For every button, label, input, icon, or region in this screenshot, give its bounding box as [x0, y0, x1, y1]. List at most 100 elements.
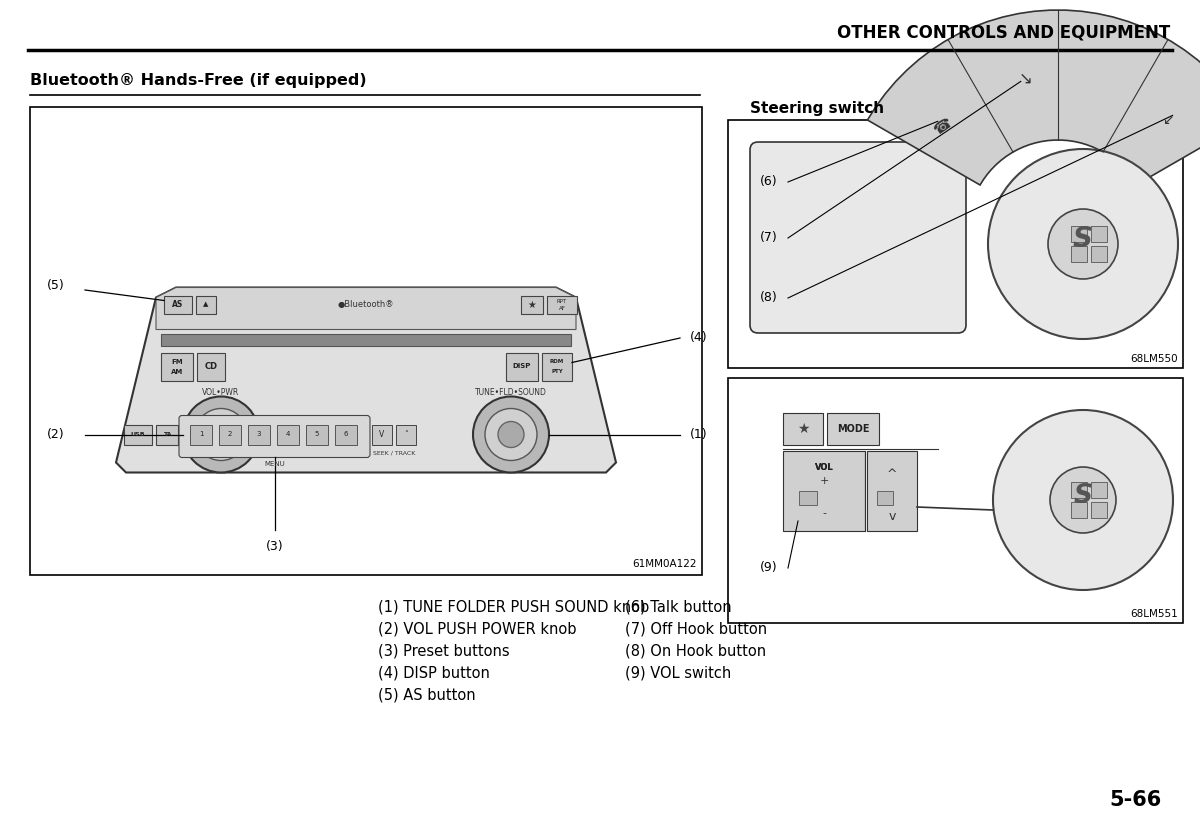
Text: ★: ★ [528, 300, 536, 310]
Text: S: S [1073, 225, 1093, 253]
Text: (9) VOL switch: (9) VOL switch [625, 666, 731, 681]
Text: (9): (9) [760, 561, 778, 575]
Text: (5) AS button: (5) AS button [378, 688, 475, 703]
Text: RPT: RPT [557, 299, 568, 304]
Text: AS: AS [173, 300, 184, 309]
Text: OTHER CONTROLS AND EQUIPMENT: OTHER CONTROLS AND EQUIPMENT [836, 23, 1170, 41]
Bar [372, 425, 392, 445]
Bar [877, 491, 893, 505]
Bar [784, 413, 823, 445]
Text: (8) On Hook button: (8) On Hook button [625, 644, 766, 659]
Circle shape [182, 397, 259, 472]
Text: FM: FM [172, 358, 182, 364]
Circle shape [473, 397, 550, 472]
Text: (3): (3) [265, 540, 283, 553]
Text: (7) Off Hook button: (7) Off Hook button [625, 622, 767, 637]
Text: DISP: DISP [512, 363, 532, 369]
Text: (1): (1) [690, 428, 708, 441]
Text: 4: 4 [286, 431, 290, 437]
Circle shape [194, 409, 247, 461]
Bar [866, 451, 917, 531]
Bar [306, 425, 328, 445]
Circle shape [485, 409, 538, 461]
Text: RDM: RDM [550, 359, 564, 364]
Text: (6): (6) [760, 175, 778, 189]
Bar [1072, 226, 1087, 242]
Text: (5): (5) [47, 279, 65, 293]
Text: 3: 3 [257, 431, 262, 437]
Text: ^: ^ [887, 468, 898, 482]
Circle shape [994, 410, 1174, 590]
Text: (4): (4) [690, 331, 708, 343]
Text: Steering switch: Steering switch [750, 101, 884, 116]
Text: S: S [1074, 483, 1092, 509]
Text: (1) TUNE FOLDER PUSH SOUND knob: (1) TUNE FOLDER PUSH SOUND knob [378, 600, 649, 615]
Bar [161, 333, 571, 346]
Text: (6) Talk button: (6) Talk button [625, 600, 732, 615]
Text: (4) DISP button: (4) DISP button [378, 666, 490, 681]
Bar [1072, 482, 1087, 498]
Bar [521, 295, 542, 314]
Text: ↙: ↙ [1162, 113, 1174, 128]
Bar [1072, 502, 1087, 518]
Bar [164, 295, 192, 314]
Text: (3) Preset buttons: (3) Preset buttons [378, 644, 510, 659]
Text: (7): (7) [760, 232, 778, 244]
Bar [277, 425, 299, 445]
Text: ★: ★ [797, 422, 809, 436]
Bar [197, 352, 226, 381]
Bar [827, 413, 878, 445]
Bar [506, 352, 538, 381]
Text: USB: USB [131, 432, 145, 437]
Circle shape [988, 149, 1178, 339]
Text: 1: 1 [199, 431, 203, 437]
Text: 5-66: 5-66 [1110, 790, 1162, 810]
Bar [1091, 226, 1108, 242]
Bar [156, 425, 178, 445]
Bar [30, 107, 702, 575]
Bar [220, 425, 241, 445]
Bar [799, 491, 817, 505]
Bar [396, 425, 416, 445]
Text: MENU: MENU [264, 461, 284, 466]
Text: 68LM550: 68LM550 [1130, 354, 1178, 364]
Text: VOL: VOL [815, 462, 833, 472]
Bar [196, 295, 216, 314]
FancyBboxPatch shape [750, 142, 966, 333]
Text: TUNE•FLD•SOUND: TUNE•FLD•SOUND [475, 388, 547, 397]
Text: ☎: ☎ [931, 115, 955, 138]
Text: MODE: MODE [836, 424, 869, 434]
Text: PTY: PTY [551, 369, 563, 374]
Text: CD: CD [204, 362, 217, 371]
Bar [335, 425, 358, 445]
Text: ●Bluetooth®: ●Bluetooth® [337, 300, 395, 309]
Bar [1072, 246, 1087, 262]
Text: +: + [820, 476, 829, 486]
Text: ↘: ↘ [1019, 70, 1033, 87]
Bar [728, 120, 1183, 368]
Text: AM: AM [170, 368, 184, 374]
Circle shape [498, 421, 524, 447]
Text: ▲: ▲ [203, 301, 209, 308]
Bar [161, 352, 193, 381]
Text: 5: 5 [314, 431, 319, 437]
Text: v: v [888, 509, 895, 523]
Text: 6: 6 [343, 431, 348, 437]
Bar [784, 451, 865, 531]
Text: 2: 2 [228, 431, 232, 437]
Bar [124, 425, 152, 445]
Text: ˄: ˄ [404, 430, 408, 439]
Circle shape [208, 421, 234, 447]
Text: (2) VOL PUSH POWER knob: (2) VOL PUSH POWER knob [378, 622, 576, 637]
Bar [547, 295, 577, 314]
Bar [248, 425, 270, 445]
Bar [1091, 482, 1108, 498]
Bar [1091, 246, 1108, 262]
Text: Bluetooth® Hands-Free (if equipped): Bluetooth® Hands-Free (if equipped) [30, 72, 367, 87]
Circle shape [1050, 467, 1116, 533]
Bar [542, 352, 572, 381]
Text: -: - [822, 508, 826, 518]
Text: TA: TA [163, 432, 172, 437]
Polygon shape [116, 288, 616, 472]
Polygon shape [156, 288, 576, 330]
